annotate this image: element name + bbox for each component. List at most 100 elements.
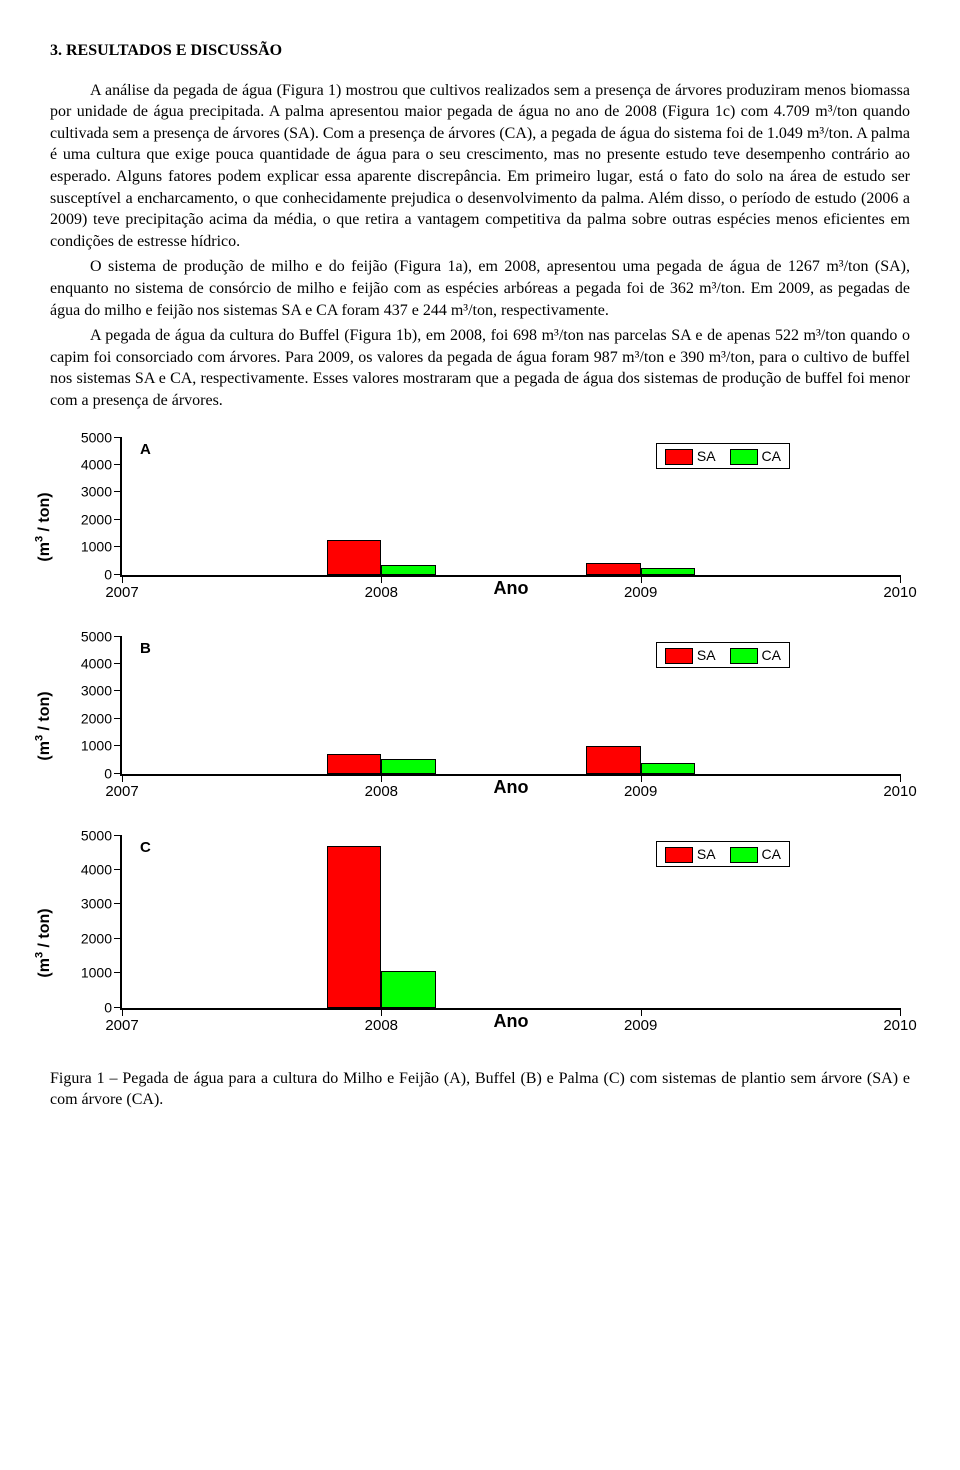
panel-letter: C xyxy=(140,838,151,858)
x-tick-label: 2010 xyxy=(883,1016,916,1036)
paragraph-3: A pegada de água da cultura do Buffel (F… xyxy=(50,325,910,411)
x-tick-label: 2007 xyxy=(105,583,138,603)
y-tick xyxy=(114,773,122,774)
y-axis-label: (m3 / ton) xyxy=(33,492,56,561)
chart-panel-B: (m3 / ton)B01000200030004000500020072008… xyxy=(50,629,910,824)
y-tick xyxy=(114,574,122,575)
y-tick xyxy=(114,972,122,973)
plot-area: C0100020003000400050002007200820092010SA… xyxy=(120,836,900,1010)
panel-letter: A xyxy=(140,440,151,460)
bar-ca xyxy=(641,568,695,575)
legend-item-ca: CA xyxy=(730,646,781,665)
y-tick-label: 4000 xyxy=(81,860,112,879)
legend-label: CA xyxy=(762,647,781,663)
bar-ca xyxy=(381,565,435,575)
y-tick xyxy=(114,903,122,904)
legend-label: SA xyxy=(697,647,716,663)
legend-swatch xyxy=(730,847,758,863)
x-tick xyxy=(900,774,901,782)
y-tick-label: 1000 xyxy=(81,538,112,557)
legend-item-ca: CA xyxy=(730,447,781,466)
y-tick xyxy=(114,835,122,836)
x-tick xyxy=(122,575,123,583)
legend-label: CA xyxy=(762,846,781,862)
legend-item-sa: SA xyxy=(665,447,716,466)
x-tick xyxy=(900,575,901,583)
y-tick xyxy=(114,437,122,438)
legend-label: SA xyxy=(697,448,716,464)
x-axis-label: Ano xyxy=(494,576,529,600)
x-tick xyxy=(641,774,642,782)
y-tick xyxy=(114,663,122,664)
bar-ca xyxy=(381,759,435,773)
x-tick-label: 2008 xyxy=(365,782,398,802)
x-tick xyxy=(381,1008,382,1016)
x-tick-label: 2010 xyxy=(883,583,916,603)
y-tick-label: 2000 xyxy=(81,510,112,529)
paragraph-1: A análise da pegada de água (Figura 1) m… xyxy=(50,80,910,253)
y-tick-label: 0 xyxy=(104,764,112,783)
y-axis-label: (m3 / ton) xyxy=(33,691,56,760)
x-tick-label: 2009 xyxy=(624,1016,657,1036)
x-tick-label: 2007 xyxy=(105,782,138,802)
y-tick xyxy=(114,546,122,547)
legend-item-sa: SA xyxy=(665,646,716,665)
x-tick xyxy=(122,774,123,782)
x-axis-label: Ano xyxy=(494,1009,529,1033)
y-axis-label: (m3 / ton) xyxy=(33,908,56,977)
y-tick xyxy=(114,636,122,637)
y-tick-label: 4000 xyxy=(81,455,112,474)
x-axis-label: Ano xyxy=(494,775,529,799)
y-tick-label: 2000 xyxy=(81,709,112,728)
bar-sa xyxy=(586,563,640,575)
y-tick-label: 4000 xyxy=(81,654,112,673)
y-tick-label: 3000 xyxy=(81,483,112,502)
y-tick-label: 3000 xyxy=(81,682,112,701)
y-tick xyxy=(114,938,122,939)
bar-sa xyxy=(586,746,640,773)
y-tick-label: 1000 xyxy=(81,737,112,756)
y-tick-label: 2000 xyxy=(81,929,112,948)
y-tick xyxy=(114,491,122,492)
y-tick xyxy=(114,690,122,691)
x-tick xyxy=(641,1008,642,1016)
section-heading: 3. RESULTADOS E DISCUSSÃO xyxy=(50,40,910,62)
x-tick xyxy=(641,575,642,583)
chart-legend: SA CA xyxy=(656,841,790,868)
y-tick-label: 3000 xyxy=(81,895,112,914)
legend-item-ca: CA xyxy=(730,845,781,864)
y-tick-label: 5000 xyxy=(81,826,112,845)
y-tick xyxy=(114,1007,122,1008)
plot-area: A0100020003000400050002007200820092010SA… xyxy=(120,438,900,577)
bar-ca xyxy=(641,763,695,774)
chart-legend: SA CA xyxy=(656,443,790,470)
x-tick xyxy=(381,575,382,583)
chart-panel-C: (m3 / ton)C01000200030004000500020072008… xyxy=(50,828,910,1058)
y-tick xyxy=(114,464,122,465)
y-tick xyxy=(114,869,122,870)
bar-sa xyxy=(327,846,381,1008)
x-tick-label: 2010 xyxy=(883,782,916,802)
y-tick-label: 5000 xyxy=(81,428,112,447)
panel-letter: B xyxy=(140,639,151,659)
legend-label: CA xyxy=(762,448,781,464)
legend-label: SA xyxy=(697,846,716,862)
figure-1-charts: (m3 / ton)A01000200030004000500020072008… xyxy=(50,430,910,1058)
x-tick-label: 2008 xyxy=(365,1016,398,1036)
bar-sa xyxy=(327,754,381,773)
y-tick xyxy=(114,519,122,520)
bar-sa xyxy=(327,540,381,575)
x-tick-label: 2007 xyxy=(105,1016,138,1036)
x-tick xyxy=(900,1008,901,1016)
y-tick-label: 1000 xyxy=(81,964,112,983)
y-tick-label: 5000 xyxy=(81,627,112,646)
legend-swatch xyxy=(730,449,758,465)
chart-legend: SA CA xyxy=(656,642,790,669)
paragraph-2: O sistema de produção de milho e do feij… xyxy=(50,256,910,321)
chart-panel-A: (m3 / ton)A01000200030004000500020072008… xyxy=(50,430,910,625)
plot-area: B0100020003000400050002007200820092010SA… xyxy=(120,637,900,776)
bar-ca xyxy=(381,971,435,1007)
legend-swatch xyxy=(730,648,758,664)
x-tick-label: 2009 xyxy=(624,583,657,603)
x-tick xyxy=(122,1008,123,1016)
